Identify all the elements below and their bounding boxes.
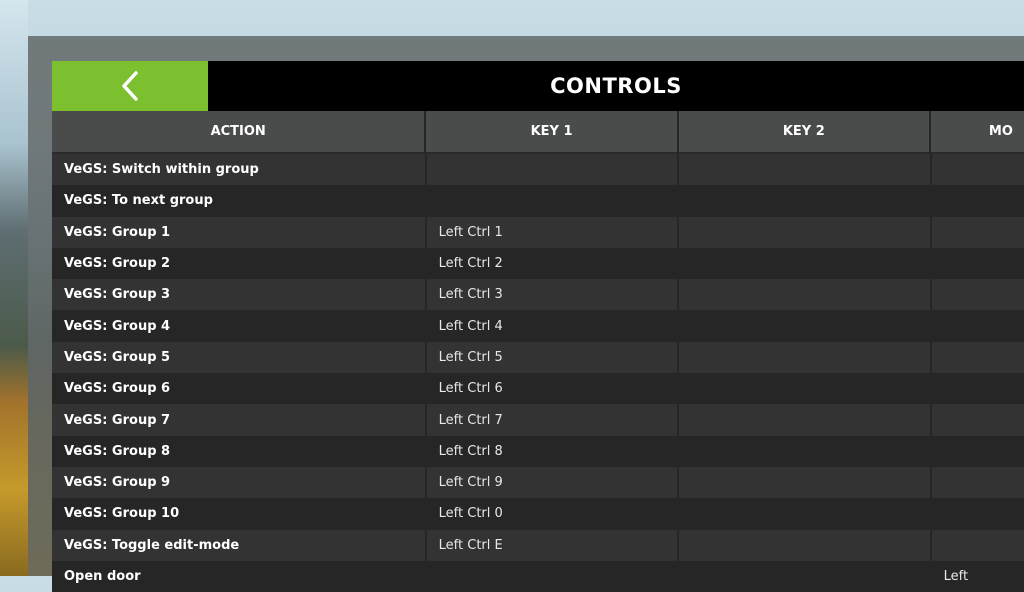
action-cell: VeGS: Group 10 bbox=[64, 506, 180, 522]
mouse-cell[interactable] bbox=[931, 216, 1024, 248]
action-cell: Open door bbox=[64, 569, 141, 584]
action-cell: VeGS: Group 6 bbox=[64, 381, 171, 397]
mouse-cell[interactable] bbox=[932, 436, 1024, 467]
key1-cell[interactable]: Left Ctrl 2 bbox=[438, 256, 503, 272]
key2-cell[interactable] bbox=[679, 341, 930, 374]
table-header: ACTION KEY 1 KEY 2 MO bbox=[52, 111, 1024, 154]
key2-cell[interactable] bbox=[679, 404, 930, 436]
key1-cell[interactable]: Left Ctrl 8 bbox=[438, 443, 503, 459]
mouse-cell[interactable] bbox=[931, 466, 1024, 499]
action-cell: VeGS: To next group bbox=[64, 193, 213, 209]
action-cell: VeGS: Group 2 bbox=[64, 256, 171, 272]
mouse-cell[interactable] bbox=[932, 498, 1024, 529]
key2-cell[interactable] bbox=[679, 466, 930, 499]
key2-cell[interactable] bbox=[679, 279, 930, 311]
key2-cell[interactable] bbox=[679, 185, 929, 216]
table-row[interactable]: VeGS: Group 10 Left Ctrl 0 bbox=[52, 498, 1024, 530]
table-row[interactable]: VeGS: Group 6 Left Ctrl 6 bbox=[52, 373, 1024, 405]
table-row[interactable]: VeGS: Group 3 Left Ctrl 3 bbox=[52, 279, 1024, 311]
key2-cell[interactable] bbox=[679, 561, 929, 592]
background-landscape bbox=[0, 0, 28, 576]
action-cell: VeGS: Group 9 bbox=[52, 466, 425, 499]
key2-cell[interactable] bbox=[679, 216, 930, 248]
key2-cell[interactable] bbox=[679, 154, 930, 186]
key2-cell[interactable] bbox=[679, 373, 929, 404]
controls-table: ACTION KEY 1 KEY 2 MO VeGS: Switch withi… bbox=[52, 111, 1024, 592]
table-row[interactable]: VeGS: Group 8 Left Ctrl 8 bbox=[52, 435, 1024, 467]
table-row[interactable]: VeGS: Toggle edit-mode Left Ctrl E bbox=[52, 529, 1024, 561]
key1-cell[interactable]: Left Ctrl 1 bbox=[426, 216, 678, 248]
column-header-mouse[interactable]: MO bbox=[930, 111, 1024, 154]
key1-cell[interactable]: Left Ctrl 0 bbox=[438, 506, 503, 522]
action-cell: VeGS: Group 3 bbox=[52, 279, 425, 311]
action-cell: VeGS: Group 5 bbox=[52, 341, 425, 374]
key1-cell[interactable] bbox=[426, 154, 678, 186]
page-title: CONTROLS bbox=[550, 74, 682, 98]
action-cell: VeGS: Switch within group bbox=[52, 154, 425, 186]
table-row[interactable]: VeGS: Group 9 Left Ctrl 9 bbox=[52, 466, 1024, 499]
mouse-cell[interactable] bbox=[932, 185, 1024, 216]
key2-cell[interactable] bbox=[679, 498, 929, 529]
key1-cell[interactable]: Left Ctrl 4 bbox=[438, 318, 503, 334]
key1-cell[interactable]: Left Ctrl E bbox=[426, 529, 678, 561]
column-header-key2[interactable]: KEY 2 bbox=[678, 111, 929, 154]
mouse-cell[interactable] bbox=[932, 373, 1024, 404]
table-row[interactable]: Open door Left bbox=[52, 560, 1024, 592]
action-cell: VeGS: Group 1 bbox=[52, 216, 425, 248]
key2-cell[interactable] bbox=[679, 436, 929, 467]
key1-cell[interactable]: Left Ctrl 6 bbox=[438, 381, 503, 397]
back-button[interactable] bbox=[52, 61, 208, 111]
key1-cell[interactable] bbox=[427, 561, 677, 592]
table-row[interactable]: VeGS: Group 4 Left Ctrl 4 bbox=[52, 310, 1024, 342]
mouse-cell[interactable] bbox=[932, 248, 1024, 279]
table-row[interactable]: VeGS: To next group bbox=[52, 185, 1024, 217]
title-bar: CONTROLS bbox=[52, 61, 1024, 111]
key1-cell[interactable]: Left Ctrl 9 bbox=[426, 466, 678, 499]
mouse-cell[interactable] bbox=[931, 529, 1024, 561]
table-row[interactable]: VeGS: Group 2 Left Ctrl 2 bbox=[52, 247, 1024, 280]
key1-cell[interactable] bbox=[427, 185, 677, 216]
key1-cell[interactable]: Left Ctrl 3 bbox=[426, 279, 678, 311]
chevron-left-icon bbox=[122, 71, 138, 101]
mouse-cell[interactable] bbox=[931, 279, 1024, 311]
key1-cell[interactable]: Left Ctrl 5 bbox=[426, 341, 678, 374]
mouse-cell[interactable] bbox=[932, 310, 1024, 341]
mouse-cell[interactable] bbox=[931, 341, 1024, 374]
key1-cell[interactable]: Left Ctrl 7 bbox=[426, 404, 678, 436]
mouse-cell[interactable] bbox=[931, 404, 1024, 436]
action-cell: VeGS: Group 8 bbox=[64, 443, 171, 459]
action-cell: VeGS: Group 4 bbox=[64, 318, 171, 334]
table-row[interactable]: VeGS: Group 5 Left Ctrl 5 bbox=[52, 341, 1024, 374]
mouse-cell[interactable] bbox=[931, 154, 1024, 186]
action-cell: VeGS: Toggle edit-mode bbox=[52, 529, 425, 561]
key2-cell[interactable] bbox=[679, 529, 930, 561]
action-cell: VeGS: Group 7 bbox=[52, 404, 425, 436]
column-header-key1[interactable]: KEY 1 bbox=[426, 111, 677, 154]
mouse-cell[interactable]: Left bbox=[943, 569, 969, 584]
key2-cell[interactable] bbox=[679, 248, 929, 279]
table-row[interactable]: VeGS: Group 1 Left Ctrl 1 bbox=[52, 216, 1024, 248]
table-row[interactable]: VeGS: Group 7 Left Ctrl 7 bbox=[52, 404, 1024, 436]
key2-cell[interactable] bbox=[679, 310, 929, 341]
column-header-action[interactable]: ACTION bbox=[52, 111, 425, 154]
table-row[interactable]: VeGS: Switch within group bbox=[52, 154, 1024, 186]
